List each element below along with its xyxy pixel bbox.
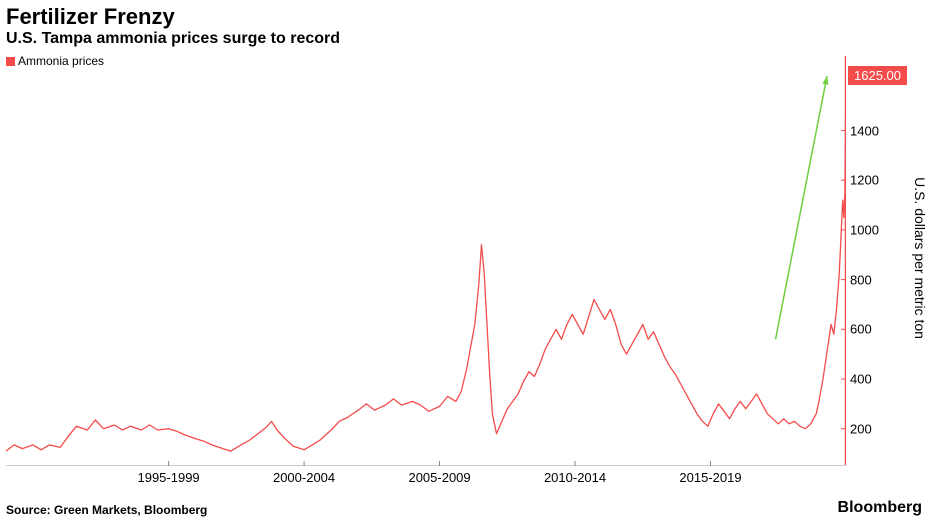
x-axis-labels: 1995-1999 2000-2004 2005-2009 2010-2014 2015…: [6, 470, 846, 490]
y-tick-label: 200: [850, 421, 872, 436]
source-text: Source: Green Markets, Bloomberg: [6, 503, 207, 517]
y-axis-labels: 200 400 600 800 1000 1200 1400: [850, 56, 890, 466]
y-tick-label: 1000: [850, 222, 879, 237]
y-tick-label: 1200: [850, 173, 879, 188]
chart-root: Fertilizer Frenzy U.S. Tampa ammonia pri…: [0, 0, 930, 523]
y-tick-label: 400: [850, 372, 872, 387]
y-axis-title: U.S. dollars per metric ton: [912, 177, 928, 339]
x-tick-label: 2000-2004: [273, 470, 335, 485]
y-tick-label: 600: [850, 322, 872, 337]
x-tick-label: 2005-2009: [408, 470, 470, 485]
brand-text: Bloomberg: [838, 499, 922, 517]
plot-area: [6, 56, 846, 466]
y-tick-label: 1400: [850, 123, 879, 138]
x-tick-label: 1995-1999: [137, 470, 199, 485]
x-tick-label: 2015-2019: [679, 470, 741, 485]
y-tick-label: 800: [850, 272, 872, 287]
chart-subtitle: U.S. Tampa ammonia prices surge to recor…: [6, 30, 340, 48]
x-tick-label: 2010-2014: [544, 470, 606, 485]
chart-title: Fertilizer Frenzy: [6, 4, 175, 30]
price-callout: 1625.00: [848, 66, 907, 85]
